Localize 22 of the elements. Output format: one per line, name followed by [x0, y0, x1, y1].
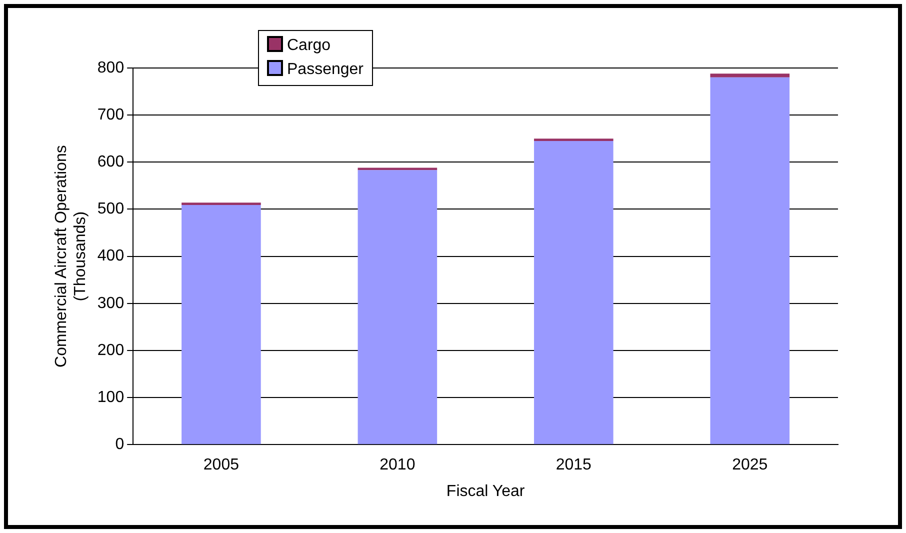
y-tick-label: 100	[97, 388, 124, 406]
bar	[358, 170, 438, 444]
y-tick-label: 800	[97, 59, 124, 76]
bar	[710, 77, 790, 444]
x-tick-label: 2005	[203, 456, 240, 474]
y-tick-label: 700	[97, 106, 124, 124]
y-tick-label: 300	[97, 294, 124, 312]
y-tick-label: 600	[97, 154, 124, 171]
y-tick-label: 200	[97, 342, 124, 359]
y-axis-title: Commercial Aircraft Operations (Thousands)	[53, 145, 90, 368]
y-tick-label: 500	[97, 200, 124, 218]
bar	[710, 74, 790, 78]
x-axis-title: Fiscal Year	[446, 482, 526, 500]
x-tick-label: 2015	[556, 456, 592, 474]
x-tick-label: 2025	[732, 456, 768, 474]
bar	[534, 140, 614, 444]
y-tick-label: 400	[97, 248, 124, 265]
bar	[182, 204, 261, 444]
x-tick-label: 2010	[380, 456, 416, 474]
legend-label: Passenger	[287, 61, 364, 78]
legend-label: Cargo	[287, 37, 331, 54]
y-tick-label: 0	[115, 436, 124, 454]
